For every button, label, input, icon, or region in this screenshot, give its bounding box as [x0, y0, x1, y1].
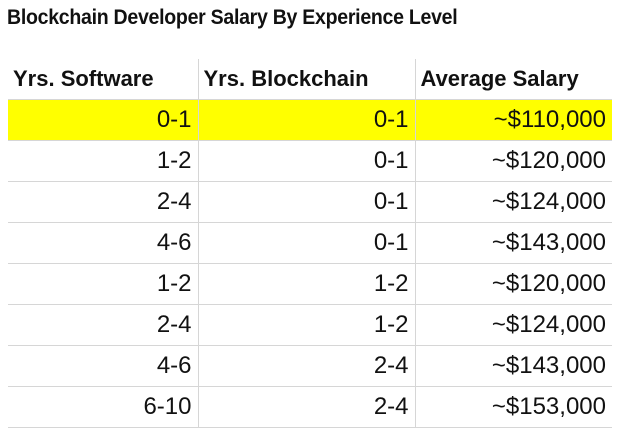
table-row: 2-4 1-2 ~$124,000	[8, 304, 612, 346]
cell-average-salary: ~$110,000	[415, 99, 612, 141]
cell-yrs-software: 2-4	[8, 181, 199, 223]
cell-average-salary: ~$143,000	[415, 222, 612, 264]
cell-average-salary: ~$153,000	[415, 386, 612, 428]
column-header-yrs-software: Yrs. Software	[8, 59, 199, 100]
cell-yrs-software: 1-2	[8, 140, 199, 182]
table-row: 1-2 0-1 ~$120,000	[8, 140, 612, 182]
table-row-highlighted: 0-1 0-1 ~$110,000	[8, 99, 612, 141]
column-header-average-salary: Average Salary	[415, 59, 612, 100]
cell-yrs-blockchain: 0-1	[198, 99, 416, 141]
salary-table: Yrs. Software Yrs. Blockchain Average Sa…	[8, 59, 612, 428]
cell-yrs-blockchain: 0-1	[198, 222, 416, 264]
cell-yrs-software: 0-1	[8, 99, 199, 141]
cell-average-salary: ~$120,000	[415, 263, 612, 305]
cell-yrs-software: 2-4	[8, 304, 199, 346]
cell-yrs-blockchain: 2-4	[198, 345, 416, 387]
cell-yrs-blockchain: 1-2	[198, 263, 416, 305]
cell-yrs-software: 6-10	[8, 386, 199, 428]
cell-yrs-blockchain: 1-2	[198, 304, 416, 346]
table-row: 4-6 0-1 ~$143,000	[8, 222, 612, 264]
cell-yrs-blockchain: 0-1	[198, 140, 416, 182]
cell-yrs-blockchain: 2-4	[198, 386, 416, 428]
cell-yrs-software: 1-2	[8, 263, 199, 305]
cell-yrs-software: 4-6	[8, 345, 199, 387]
column-header-yrs-blockchain: Yrs. Blockchain	[198, 59, 416, 100]
cell-average-salary: ~$143,000	[415, 345, 612, 387]
cell-average-salary: ~$124,000	[415, 304, 612, 346]
table-row: 1-2 1-2 ~$120,000	[8, 263, 612, 305]
table-row: 4-6 2-4 ~$143,000	[8, 345, 612, 387]
cell-yrs-blockchain: 0-1	[198, 181, 416, 223]
table-row: 6-10 2-4 ~$153,000	[8, 386, 612, 428]
table-header-row: Yrs. Software Yrs. Blockchain Average Sa…	[8, 59, 612, 100]
table-row: 2-4 0-1 ~$124,000	[8, 181, 612, 223]
cell-average-salary: ~$124,000	[415, 181, 612, 223]
page-title: Blockchain Developer Salary By Experienc…	[7, 6, 458, 29]
cell-average-salary: ~$120,000	[415, 140, 612, 182]
cell-yrs-software: 4-6	[8, 222, 199, 264]
